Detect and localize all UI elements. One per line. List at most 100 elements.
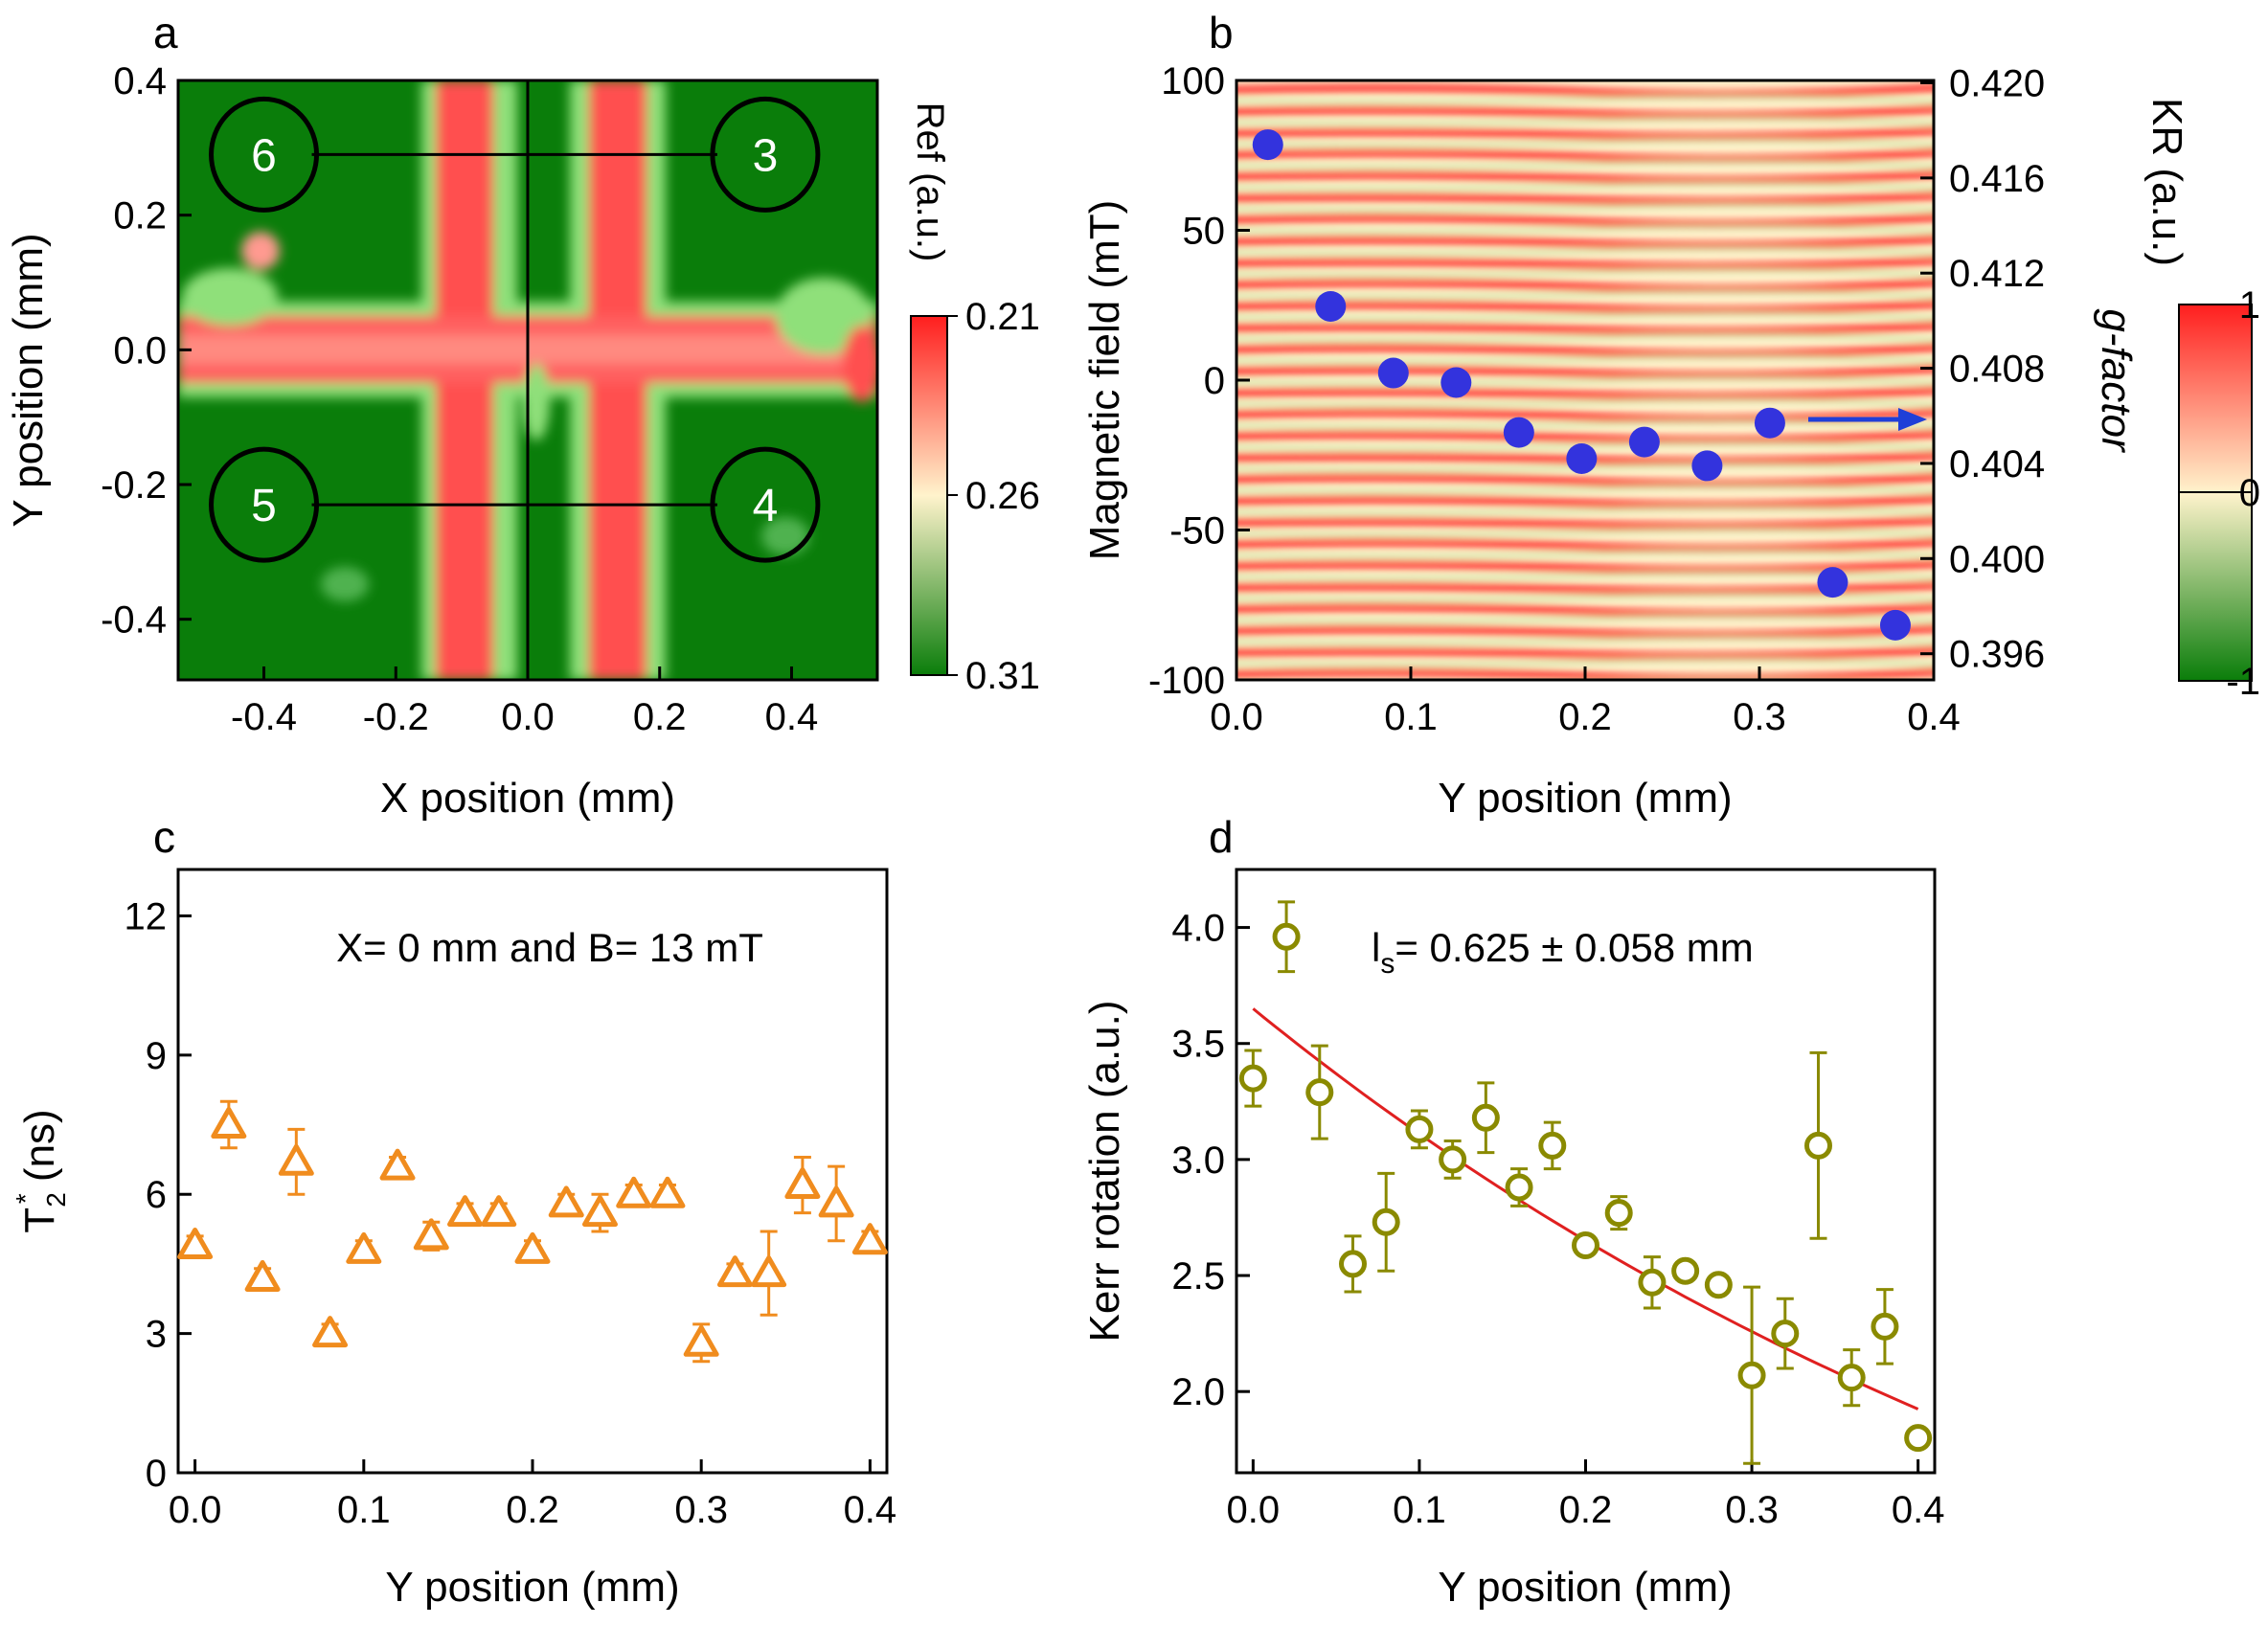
contact-overlay-a: 6 3 5 4: [209, 80, 821, 680]
panel-label-d: d: [1209, 812, 1234, 862]
contact-ellipse: [209, 446, 320, 563]
d-ytick-label: 2.0: [1171, 1371, 1225, 1413]
gfactor-point: [1817, 567, 1848, 598]
b-y2tick-label: 0.416: [1949, 158, 2045, 200]
kerr-stripe-red: [1236, 192, 1934, 207]
kerr-circle-point: [1771, 1320, 1800, 1348]
kerr-circle-point: [1238, 1064, 1267, 1093]
b-ytick-label: -50: [1169, 510, 1225, 553]
b-xtick-label: 0.3: [1733, 696, 1786, 738]
kerr-stripe-green: [1236, 138, 1934, 148]
kerr-stripe-green: [1236, 311, 1934, 321]
kerr-circle-point: [1572, 1231, 1599, 1260]
c-ytick-label: 12: [125, 895, 168, 937]
a-xtick-label: 0.0: [501, 696, 555, 738]
ticks-d: 0.0 0.1 0.2 0.3 0.4 4.0 3.5 3.0 2.5 2.0: [1171, 908, 1944, 1531]
y-axis-label-c-base: T: [16, 1207, 63, 1233]
kerr-stripe-red: [1236, 235, 1934, 250]
kerr-stripe-red: [1236, 104, 1934, 121]
d-xtick-label: 0.2: [1559, 1489, 1613, 1531]
c-ytick-label: 6: [146, 1174, 167, 1216]
y-axis-label-c-unit: (ns): [16, 1109, 63, 1193]
gfactor-point: [1754, 407, 1785, 439]
x-axis-label-c: Y position (mm): [385, 1564, 679, 1611]
annotation-d-text: = 0.625 ± 0.058 mm: [1395, 925, 1753, 970]
contact-label: 3: [753, 130, 779, 181]
b-y2tick-label: 0.420: [1949, 62, 2045, 104]
t2-triangle-point: [177, 1228, 214, 1260]
kerr-circle-point: [1737, 1361, 1766, 1389]
gfactor-point: [1252, 129, 1283, 161]
d-xtick-label: 0.0: [1227, 1489, 1281, 1531]
kerr-stripe-red: [1236, 213, 1934, 229]
panel-c: c 0.0 0.1 0.2 0.3 0.4 0 3 6 9 12 X= 0 mm and B= 1…: [11, 812, 896, 1611]
t2-triangle-point: [211, 1107, 247, 1140]
kerr-stripe-green: [1236, 440, 1934, 451]
kerr-stripe-red: [1236, 321, 1934, 336]
kerr-stripe-green: [1655, 679, 1803, 680]
t2-triangle-point: [548, 1185, 584, 1218]
contact-ellipse: [710, 446, 821, 563]
t2-triangle-point: [851, 1223, 888, 1255]
y-axis-label-d: Kerr rotation (a.u.): [1081, 1000, 1128, 1342]
kerr-stripe-green: [1236, 397, 1934, 408]
kerr-circle-point: [1904, 1424, 1933, 1453]
colorbar-a-tick-label: 0.26: [965, 475, 1040, 517]
d-ytick-label: 3.5: [1171, 1024, 1225, 1066]
t2-triangle-point: [818, 1185, 854, 1218]
kerr-stripe-red: [1236, 126, 1934, 142]
kerr-stripe-red: [1236, 602, 1934, 619]
t2-triangle-point: [649, 1176, 686, 1208]
contact-label: 4: [753, 481, 779, 531]
colorbar-a-tick-label: 0.21: [965, 296, 1040, 338]
kerr-circle-point: [1837, 1364, 1866, 1392]
a-ytick-label: 0.4: [113, 60, 167, 102]
t2-triangle-point: [278, 1143, 314, 1176]
kerr-stripe-green: [1236, 528, 1934, 537]
kerr-stripe-red: [1236, 256, 1934, 271]
b-ytick-label: 50: [1183, 211, 1226, 253]
gfactor-point: [1377, 357, 1409, 389]
kerr-stripe-red: [1236, 537, 1934, 553]
t2-triangle-point: [616, 1176, 652, 1208]
kerr-stripe-red: [1236, 169, 1934, 186]
kerr-stripe-red: [1236, 624, 1934, 640]
kerr-circle-point: [1305, 1078, 1334, 1107]
kerr-circle-point: [1804, 1131, 1832, 1160]
kerr-stripe-green: [1236, 657, 1934, 667]
b-y2tick-label: 0.396: [1949, 634, 2045, 676]
kerr-stripe-green: [1236, 354, 1934, 365]
colorbar-a: [910, 315, 948, 676]
panel-a: a 6 3 5 4 -0.4 -0.2 0.0 0.2 0.4 0.4 0.2: [5, 8, 1040, 822]
kerr-circle-point: [1604, 1199, 1633, 1228]
a-xtick-label: 0.2: [633, 696, 687, 738]
b-ytick-label: -100: [1148, 660, 1225, 702]
a-xtick-label: -0.2: [363, 696, 429, 738]
t2-triangle-point: [514, 1231, 551, 1264]
kerr-stripe-green: [1236, 614, 1934, 624]
panel-label-a: a: [153, 8, 178, 57]
panel-d: d 0.0 0.1 0.2 0.3 0.4 4.0 3.5 3.0 2.5 2.0 ls= 0.6…: [1081, 812, 1944, 1611]
colorbar-b-tick-label: 0: [2239, 472, 2260, 514]
a-ytick-label: -0.2: [101, 464, 167, 507]
contact-label: 5: [251, 481, 277, 531]
d-ytick-label: 2.5: [1171, 1255, 1225, 1298]
annotation-d-sub: s: [1380, 948, 1395, 980]
c-xtick-label: 0.1: [337, 1489, 391, 1531]
contact-label: 6: [251, 130, 277, 181]
t2-triangle-point: [346, 1231, 382, 1264]
kerr-stripe-red: [1236, 429, 1934, 445]
kerr-stripe-green: [1236, 419, 1934, 429]
kerr-stripe-green: [1236, 95, 1934, 104]
gfactor-point: [1691, 450, 1723, 482]
t2-triangle-point: [716, 1255, 753, 1288]
b-y2tick-label: 0.400: [1949, 538, 2045, 580]
a-ytick-label: 0.0: [113, 329, 167, 372]
kerr-circle-point: [1405, 1115, 1434, 1143]
kerr-circle-point: [1704, 1271, 1733, 1299]
kerr-stripe-red: [1236, 364, 1934, 380]
colorbar-b-tick-label: 1: [2239, 284, 2260, 327]
annotation-d: ls= 0.625 ± 0.058 mm: [1372, 925, 1754, 980]
kerr-stripe-green: [1236, 549, 1934, 559]
